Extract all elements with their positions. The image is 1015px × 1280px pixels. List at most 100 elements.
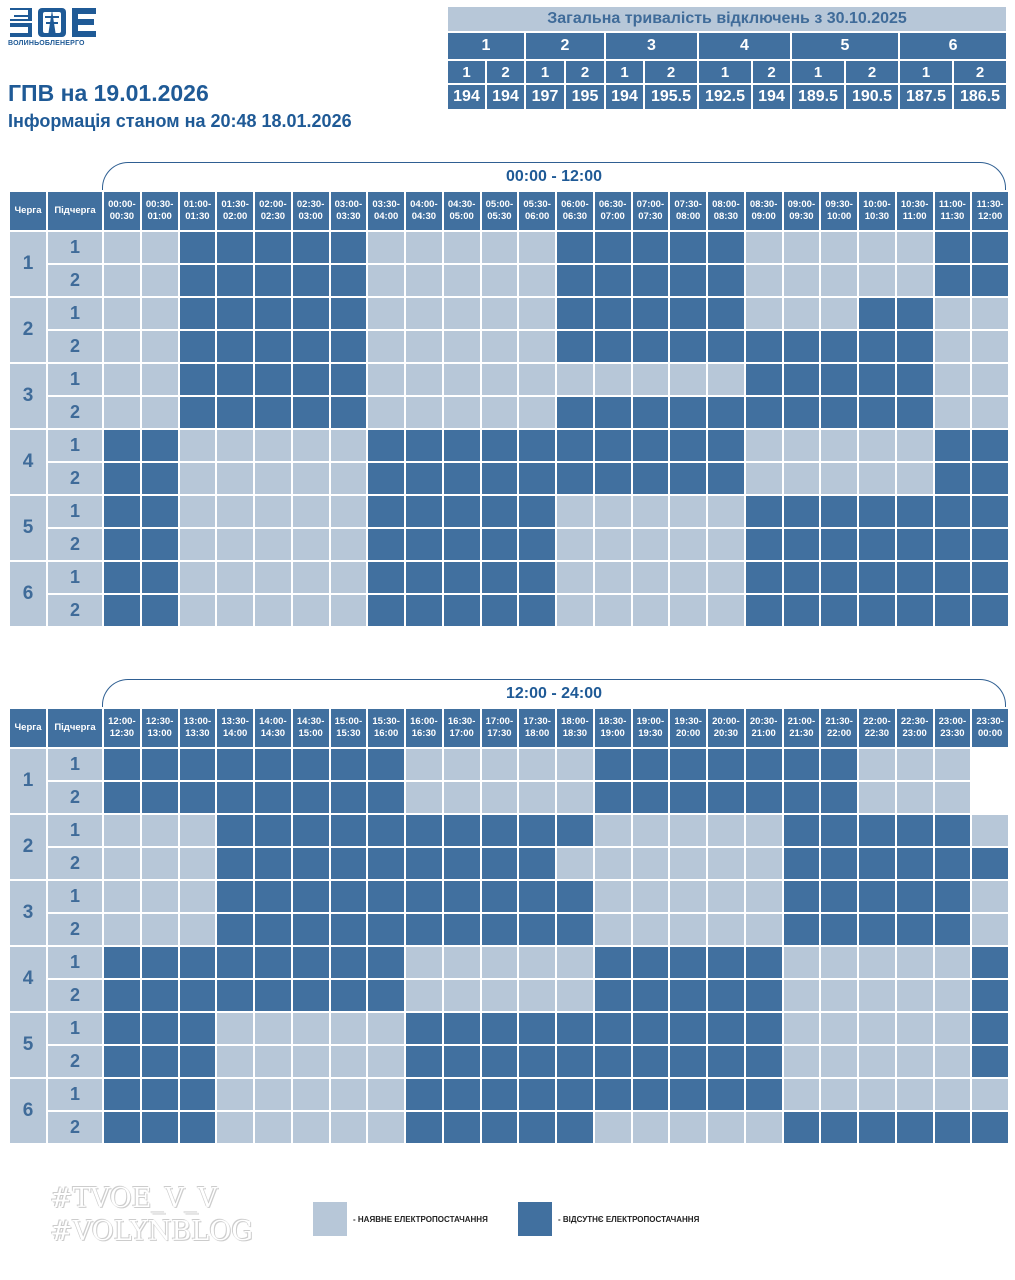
outage-cell: [781, 593, 822, 628]
schedule-row: 2: [9, 978, 1010, 1013]
time-slot-header: 20:30- 21:00: [743, 707, 784, 749]
subqueue-label: 2: [46, 1110, 104, 1145]
outage-cell: [102, 494, 142, 529]
power-on-cell: [290, 1044, 331, 1079]
subqueue-label: 1: [46, 230, 104, 265]
power-on-cell: [366, 395, 406, 430]
outage-cell: [404, 813, 444, 848]
power-on-cell: [290, 1077, 331, 1112]
power-on-cell: [404, 978, 444, 1013]
outage-cell: [706, 329, 746, 364]
outage-cell: [592, 296, 633, 331]
totals-value: 195: [564, 83, 606, 111]
subqueue-label: 2: [46, 593, 104, 628]
outage-cell: [517, 1011, 557, 1046]
outage-cell: [102, 945, 142, 980]
power-on-cell: [894, 747, 935, 782]
totals-queue-5: 5: [790, 31, 900, 61]
power-on-cell: [328, 1077, 369, 1112]
outage-cell: [517, 494, 557, 529]
power-on-cell: [970, 362, 1010, 397]
power-on-cell: [479, 945, 520, 980]
outage-cell: [894, 912, 935, 947]
schedule-row: 2: [9, 1044, 1010, 1079]
outage-cell: [366, 560, 406, 595]
outage-cell: [102, 747, 142, 782]
power-on-cell: [706, 494, 746, 529]
power-on-cell: [970, 1077, 1010, 1112]
outage-cell: [555, 395, 595, 430]
power-on-cell: [404, 747, 444, 782]
outage-cell: [215, 780, 255, 815]
power-on-cell: [630, 1110, 671, 1145]
subqueue-label: 2: [46, 263, 104, 298]
outage-cell: [592, 461, 633, 496]
totals-value: 194: [446, 83, 487, 111]
power-on-cell: [215, 1077, 255, 1112]
power-on-cell: [555, 527, 595, 562]
outage-cell: [517, 813, 557, 848]
power-on-cell: [139, 813, 180, 848]
outage-cell: [668, 428, 708, 463]
outage-cell: [479, 846, 520, 881]
power-on-cell: [215, 1011, 255, 1046]
power-on-cell: [517, 780, 557, 815]
outage-cell: [404, 428, 444, 463]
outage-cell: [177, 1077, 218, 1112]
totals-heading: Загальна тривалість відключень з 30.10.2…: [445, 5, 1009, 33]
power-on-cell: [517, 230, 557, 265]
schedule-row: 2: [9, 263, 1010, 298]
time-slot-header: 15:00- 15:30: [328, 707, 369, 749]
outage-cell: [894, 1110, 935, 1145]
outage-cell: [404, 527, 444, 562]
power-on-cell: [102, 395, 142, 430]
outage-cell: [630, 1077, 671, 1112]
outage-cell: [479, 593, 520, 628]
outage-cell: [177, 362, 218, 397]
outage-cell: [366, 527, 406, 562]
outage-cell: [404, 1044, 444, 1079]
outage-cell: [404, 1077, 444, 1112]
outage-cell: [290, 879, 331, 914]
time-slot-header: 19:30- 20:00: [668, 707, 708, 749]
outage-cell: [479, 813, 520, 848]
power-on-cell: [932, 945, 973, 980]
outage-cell: [970, 494, 1010, 529]
outage-cell: [102, 1011, 142, 1046]
power-on-cell: [970, 296, 1010, 331]
power-on-cell: [139, 912, 180, 947]
time-slot-header: 13:30- 14:00: [215, 707, 255, 749]
outage-cell: [970, 846, 1010, 881]
power-on-cell: [517, 945, 557, 980]
legend-swatch-absent: [518, 1202, 552, 1236]
time-slot-header: 03:30- 04:00: [366, 190, 406, 232]
outage-cell: [253, 230, 293, 265]
outage-cell: [404, 461, 444, 496]
outage-cell: [404, 912, 444, 947]
power-on-cell: [479, 263, 520, 298]
time-range-banner: 12:00 - 24:00: [102, 679, 1006, 707]
outage-cell: [932, 494, 973, 529]
outage-cell: [857, 527, 897, 562]
outage-cell: [555, 428, 595, 463]
outage-cell: [215, 978, 255, 1013]
outage-cell: [706, 1044, 746, 1079]
subqueue-label: 2: [46, 461, 104, 496]
outage-cell: [706, 395, 746, 430]
outage-cell: [970, 1044, 1010, 1079]
subqueue-label: 1: [46, 747, 104, 782]
power-on-cell: [894, 1044, 935, 1079]
time-slot-header: 12:30- 13:00: [139, 707, 180, 749]
outage-cell: [781, 362, 822, 397]
power-on-cell: [441, 230, 482, 265]
power-on-cell: [743, 912, 784, 947]
outage-cell: [102, 1077, 142, 1112]
outage-cell: [479, 879, 520, 914]
power-on-cell: [479, 296, 520, 331]
outage-cell: [441, 527, 482, 562]
totals-subqueue: 2: [844, 59, 900, 85]
power-on-cell: [592, 593, 633, 628]
outage-cell: [894, 527, 935, 562]
outage-cell: [894, 593, 935, 628]
